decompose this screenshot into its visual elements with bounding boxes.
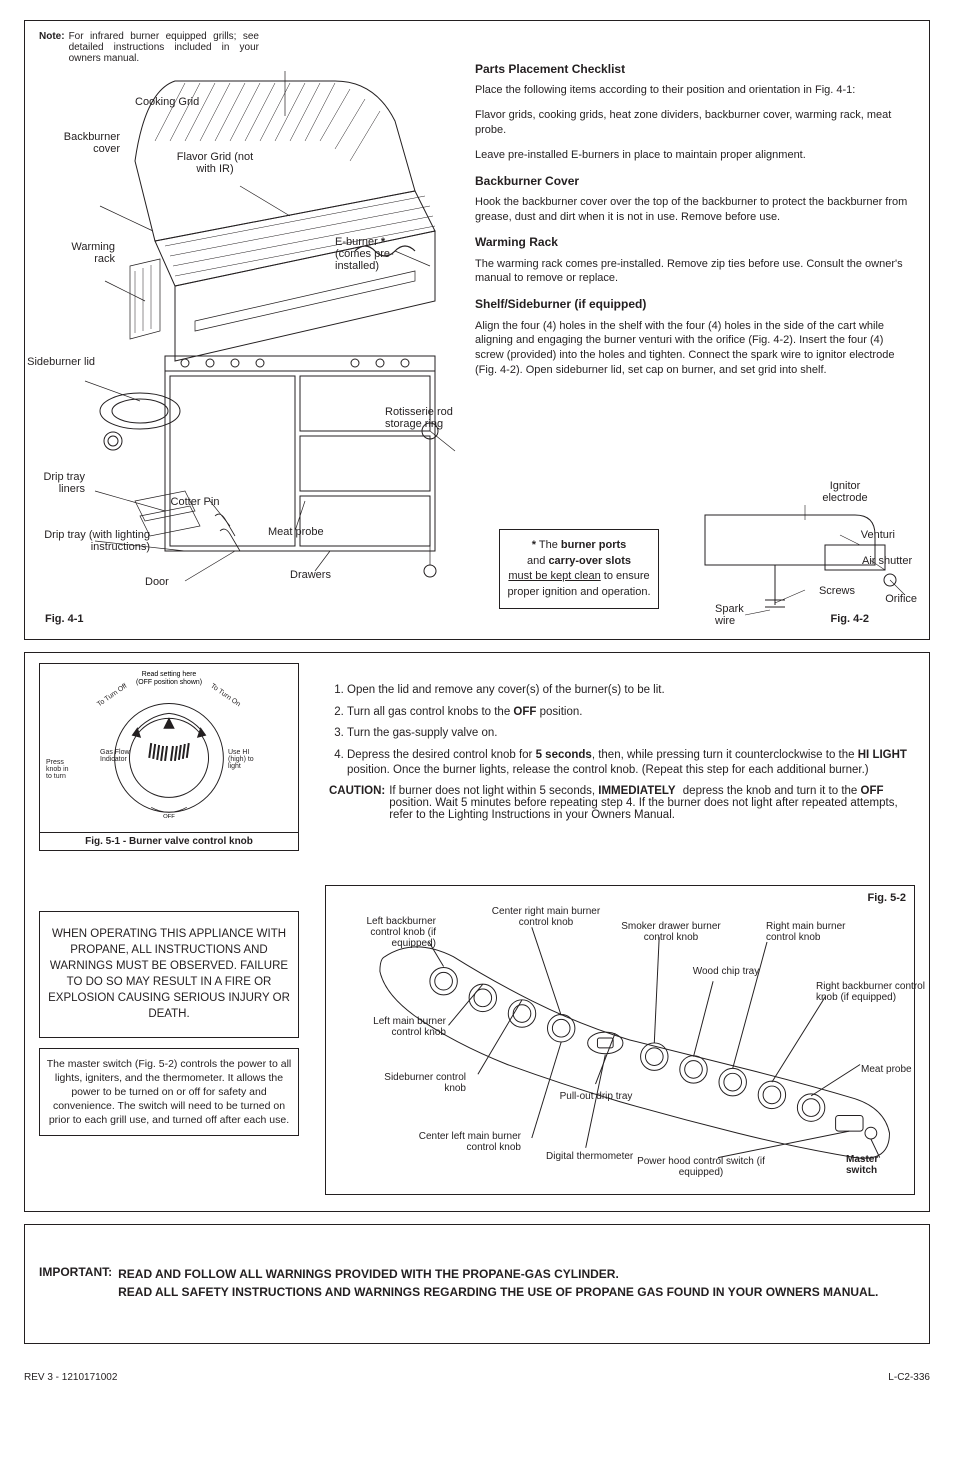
para-1: Place the following items according to t… — [475, 83, 915, 98]
lighting-steps: Open the lid and remove any cover(s) of … — [325, 683, 915, 821]
kp-sideburner: Sideburner control knob — [366, 1072, 466, 1094]
step-3: Turn the gas-supply valve on. — [347, 726, 915, 742]
label-use-hi: Use HI (high) to light — [228, 749, 268, 770]
propane-warning: WHEN OPERATING THIS APPLIANCE WITH PROPA… — [39, 911, 299, 1038]
heading-warming-rack: Warming Rack — [475, 234, 915, 250]
burner-port-note: * The burner ports and carry-over slots … — [499, 529, 659, 609]
kp-meat-probe: Meat probe — [861, 1064, 931, 1075]
kp-digital: Digital thermometer — [546, 1151, 646, 1162]
callout-drip-tray: Drip tray (with lighting instructions) — [20, 529, 150, 553]
knob-caption: Fig. 5-1 - Burner valve control knob — [39, 833, 299, 851]
footer-code: L-C2-336 — [888, 1372, 930, 1383]
kp-left-back: Left backburner control knob (if equippe… — [336, 916, 436, 949]
footer-rev: REV 3 - 1210171002 — [24, 1372, 117, 1383]
knob-dial-box: Read setting here (OFF position shown) O… — [39, 663, 299, 833]
svg-text:(OFF position shown): (OFF position shown) — [136, 679, 202, 686]
heading-backburner-cover: Backburner Cover — [475, 173, 915, 189]
callout-rotisserie: Rotisserie rod storage ring — [385, 406, 455, 430]
callout-drawers: Drawers — [290, 569, 331, 581]
right-column: Parts Placement Checklist Place the foll… — [475, 61, 915, 388]
bottom-panel: IMPORTANT: READ AND FOLLOW ALL WARNINGS … — [24, 1224, 930, 1344]
callout-cooking-grid: Cooking Grid — [135, 96, 199, 108]
svg-text:OFF: OFF — [163, 814, 175, 820]
label-screws: Screws — [819, 585, 855, 597]
caution-body: If burner does not light within 5 second… — [389, 785, 915, 821]
top-panel: Note: For infrared burner equipped grill… — [24, 20, 930, 640]
label-spark-wire: Spark wire — [715, 603, 755, 627]
pb-3: must be kept clean — [508, 570, 600, 582]
important-label: IMPORTANT: — [39, 1265, 112, 1301]
callout-cotter-pin: Cotter Pin — [170, 496, 220, 508]
para-2: Flavor grids, cooking grids, heat zone d… — [475, 108, 915, 138]
step-2: Turn all gas control knobs to the OFF po… — [347, 705, 915, 721]
label-ignitor: Ignitor electrode — [815, 480, 875, 504]
para-5: The warming rack comes pre-installed. Re… — [475, 257, 915, 287]
kp-left-main: Left main burner control knob — [346, 1016, 446, 1038]
para-6: Align the four (4) holes in the shelf wi… — [475, 319, 915, 378]
caution-label: CAUTION: — [329, 785, 385, 821]
fig42-label: Fig. 4-2 — [830, 613, 869, 625]
para-4: Hook the backburner cover over the top o… — [475, 195, 915, 225]
heading-parts-placement: Parts Placement Checklist — [475, 61, 915, 77]
kp-right-main: Right main burner control knob — [766, 921, 846, 943]
pb-2b: carry-over slots — [548, 555, 631, 567]
label-venturi: Venturi — [861, 529, 895, 541]
fig52-label: Fig. 5-2 — [867, 892, 906, 904]
para-3: Leave pre-installed E-burners in place t… — [475, 148, 915, 163]
label-air-shutter: Air shutter — [862, 555, 917, 567]
callout-flavor-grid: Flavor Grid (not with IR) — [175, 151, 255, 175]
mid-left-column: Read setting here (OFF position shown) O… — [39, 663, 299, 1136]
callout-warming-rack: Warming rack — [55, 241, 115, 265]
middle-panel: Read setting here (OFF position shown) O… — [24, 652, 930, 1212]
callout-door: Door — [145, 576, 169, 588]
page: Note: For infrared burner equipped grill… — [0, 0, 954, 1366]
label-press-knob: Press knob in to turn — [46, 759, 76, 780]
footer: REV 3 - 1210171002 L-C2-336 — [0, 1366, 954, 1393]
fig41-label: Fig. 4-1 — [45, 613, 84, 625]
kp-smoker: Smoker drawer burner control knob — [621, 921, 721, 943]
step-4: Depress the desired control knob for 5 s… — [347, 748, 915, 779]
pb-2a: and — [527, 555, 548, 567]
important-line-2: READ ALL SAFETY INSTRUCTIONS AND WARNING… — [118, 1285, 878, 1299]
note-text: For infrared burner equipped grills; see… — [69, 31, 259, 64]
kp-master: Master switch — [846, 1154, 906, 1176]
knob-read-text: Read setting here — [142, 671, 197, 678]
important-block: IMPORTANT: READ AND FOLLOW ALL WARNINGS … — [39, 1265, 915, 1301]
master-switch-note: The master switch (Fig. 5-2) controls th… — [39, 1048, 299, 1137]
kp-center-left: Center left main burner control knob — [411, 1131, 521, 1153]
kp-center-right: Center right main burner control knob — [486, 906, 606, 928]
important-body: READ AND FOLLOW ALL WARNINGS PROVIDED WI… — [118, 1265, 884, 1301]
callout-meat-probe: Meat probe — [268, 526, 324, 538]
kp-wood-chip: Wood chip tray — [691, 966, 761, 977]
label-gas-flow: Gas Flow Indicator — [100, 749, 140, 763]
kp-right-back: Right backburner control knob (if equipp… — [816, 981, 926, 1003]
knob-svg: Read setting here (OFF position shown) O… — [40, 664, 298, 832]
label-orifice: Orifice — [885, 593, 917, 605]
step-1: Open the lid and remove any cover(s) of … — [347, 683, 915, 699]
heading-shelf-sideburner: Shelf/Sideburner (if equipped) — [475, 296, 915, 312]
callout-backburner-cover: Backburner cover — [50, 131, 120, 155]
important-line-1: READ AND FOLLOW ALL WARNINGS PROVIDED WI… — [118, 1267, 619, 1281]
note-label: Note: — [39, 31, 65, 64]
kp-power-hood: Power hood control switch (if equipped) — [636, 1156, 766, 1178]
control-panel-diagram: Fig. 5-2 — [325, 885, 915, 1195]
callout-sideburner-lid: Sideburner lid — [25, 356, 95, 368]
eburner-note: (comes pre-installed) — [335, 248, 394, 272]
callout-drip-liners: Drip tray liners — [25, 471, 85, 495]
pb-1a: The — [536, 539, 561, 551]
infrared-note: Note: For infrared burner equipped grill… — [39, 31, 259, 64]
callout-eburner: E-burner * (comes pre-installed) — [335, 236, 435, 272]
kp-pullout: Pull-out drip tray — [556, 1091, 636, 1102]
caution-note: CAUTION: If burner does not light within… — [325, 785, 915, 821]
eburner-text: E-burner — [335, 236, 378, 248]
fig42-diagram: Ignitor electrode Venturi Air shutter Sc… — [675, 485, 915, 625]
pb-1b: burner ports — [561, 539, 626, 551]
star-icon: * — [381, 236, 385, 248]
